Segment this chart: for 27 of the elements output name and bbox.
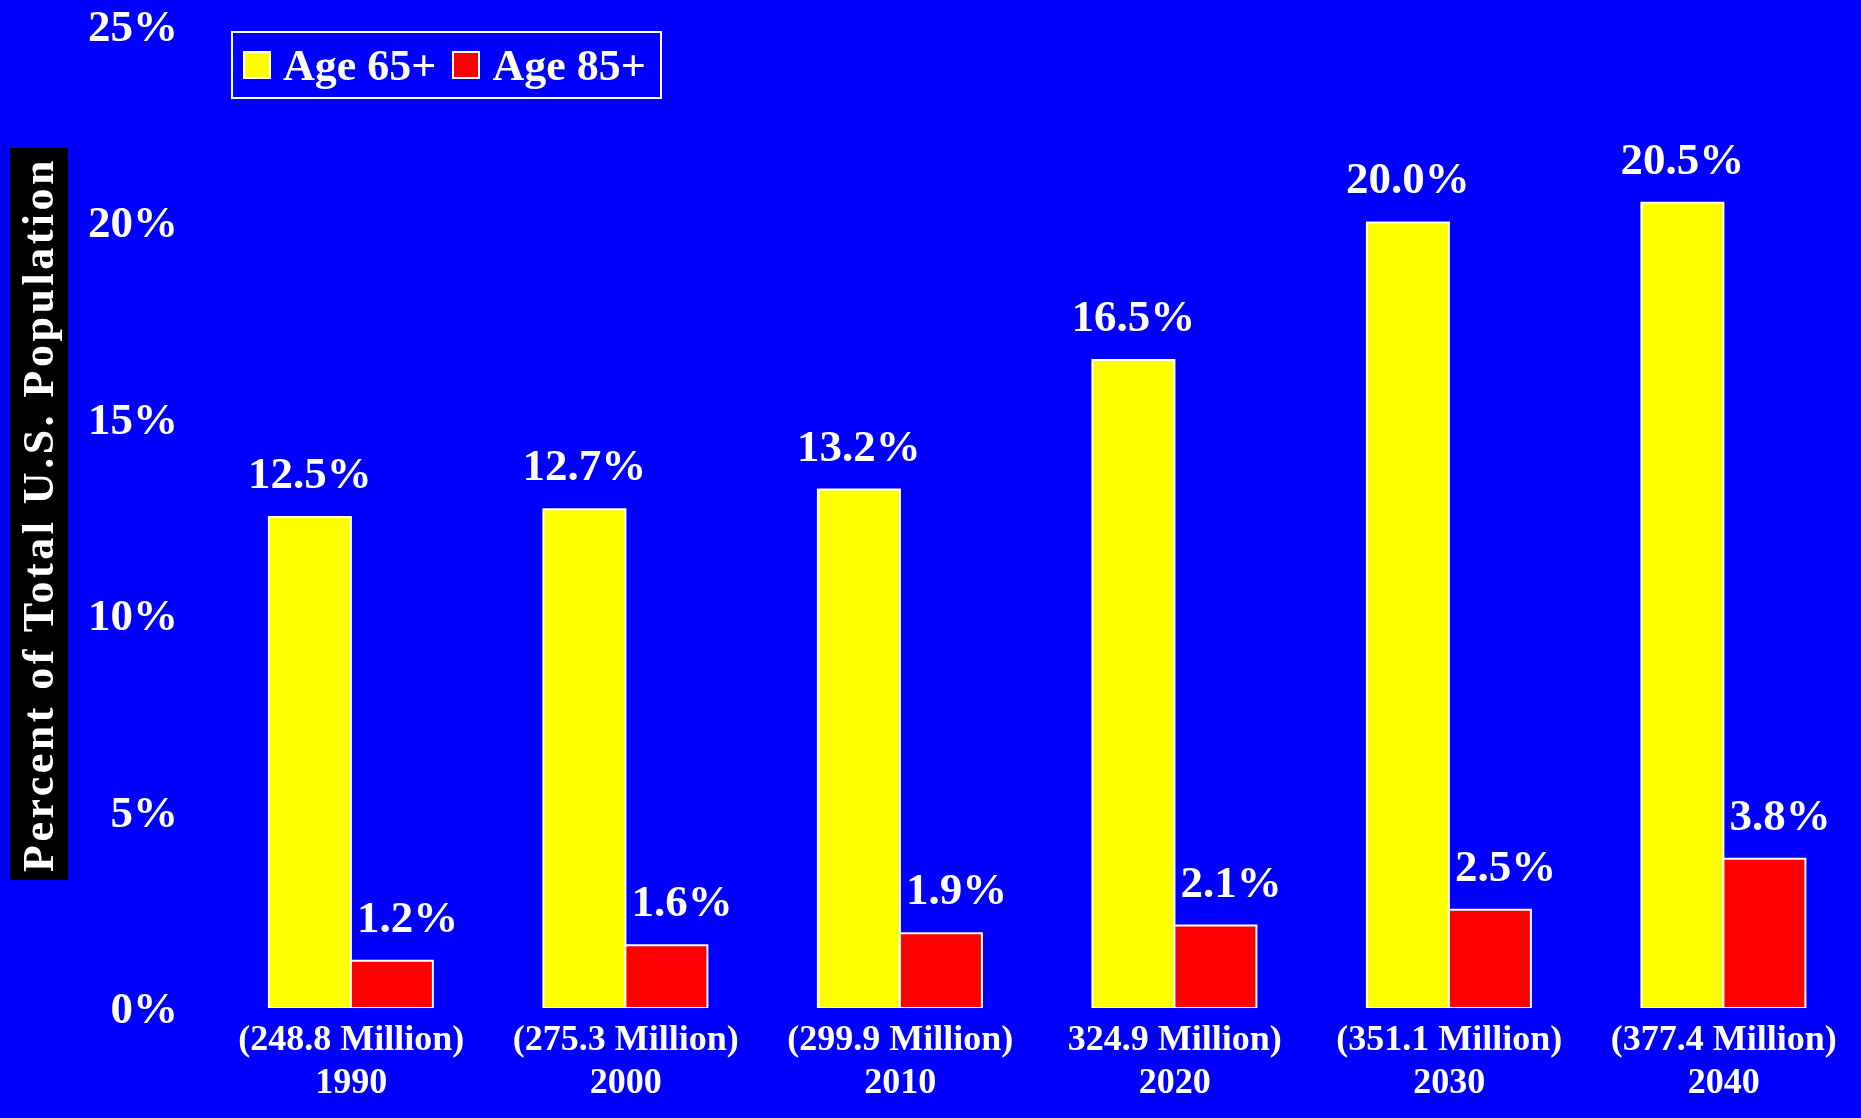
x-tick-label: (351.1 Million) 2030 bbox=[1336, 1018, 1563, 1101]
data-label: 1.9% bbox=[905, 864, 1008, 915]
data-label: 12.7% bbox=[522, 440, 647, 491]
x-tick-label: (299.9 Million) 2010 bbox=[787, 1018, 1014, 1101]
data-label: 20.5% bbox=[1620, 133, 1745, 184]
y-axis-title: Percent of Total U.S. Population bbox=[10, 148, 68, 880]
x-tick-label: (248.8 Million) 1990 bbox=[238, 1018, 465, 1101]
data-label: 20.0% bbox=[1346, 153, 1470, 204]
data-label: 1.2% bbox=[356, 891, 459, 942]
x-tick-label: (377.4 Million) 2040 bbox=[1610, 1018, 1837, 1101]
data-label: 2.1% bbox=[1180, 856, 1282, 907]
legend-label: Age 85+ bbox=[492, 39, 646, 91]
y-tick-label: 5% bbox=[110, 786, 178, 837]
data-label: 13.2% bbox=[797, 420, 921, 471]
data-label: 2.5% bbox=[1454, 840, 1557, 891]
data-label: 3.8% bbox=[1729, 789, 1831, 840]
legend-label: Age 65+ bbox=[283, 39, 437, 91]
x-tick-label: (275.3 Million) 2000 bbox=[512, 1018, 739, 1101]
data-label: 16.5% bbox=[1071, 290, 1196, 341]
x-tick-label: 324.9 Million) 2020 bbox=[1067, 1018, 1282, 1101]
data-label: 12.5% bbox=[248, 448, 372, 498]
y-tick-label: 20% bbox=[88, 197, 178, 248]
y-tick-label: 25% bbox=[88, 1, 178, 51]
y-tick-label: 10% bbox=[88, 590, 178, 641]
data-label: 1.6% bbox=[631, 876, 733, 927]
y-tick-label: 15% bbox=[88, 393, 178, 444]
y-tick-label: 0% bbox=[110, 983, 178, 1033]
